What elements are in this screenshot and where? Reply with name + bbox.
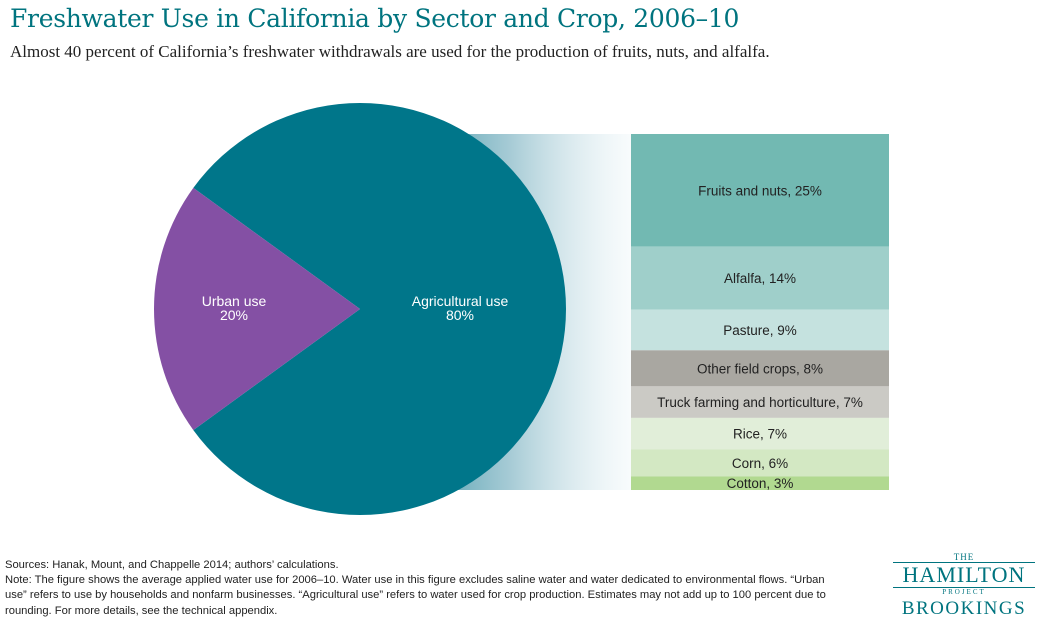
bar-segment-4 <box>631 386 889 418</box>
logo-hamilton-text: HAMILTON <box>893 562 1035 588</box>
pie-value-agricultural: 80% <box>446 307 474 323</box>
pie-label-urban: Urban use <box>202 293 267 309</box>
chart-title: Freshwater Use in California by Sector a… <box>10 4 740 33</box>
bar-segment-6 <box>631 449 889 477</box>
bar-segment-5 <box>631 417 889 450</box>
bar-segment-2 <box>631 309 889 351</box>
bar-label-3: Other field crops, 8% <box>697 361 823 376</box>
sources-note: Sources: Hanak, Mount, and Chappelle 201… <box>5 559 339 571</box>
pie-label-agricultural: Agricultural use <box>412 293 509 309</box>
pie-slice-agricultural <box>193 102 566 515</box>
bar-label-4: Truck farming and horticulture, 7% <box>657 395 863 410</box>
bar-segment-7 <box>631 476 889 490</box>
bar-label-5: Rice, 7% <box>733 427 787 442</box>
bar-label-0: Fruits and nuts, 25% <box>698 183 822 198</box>
logo-brookings-text: BROOKINGS <box>901 598 1027 619</box>
bar-label-6: Corn, 6% <box>732 456 788 471</box>
bar-segment-3 <box>631 350 889 387</box>
method-note: Note: The figure shows the average appli… <box>5 574 826 617</box>
bar-label-1: Alfalfa, 14% <box>724 271 796 286</box>
chart-subtitle: Almost 40 percent of California’s freshw… <box>10 42 770 61</box>
pie-value-urban: 20% <box>220 307 248 323</box>
logo-project-text: PROJECT <box>942 588 986 596</box>
bar-label-7: Cotton, 3% <box>727 476 794 491</box>
hamilton-brookings-logo: THE HAMILTON PROJECT BROOKINGS <box>893 552 1035 620</box>
logo-the-text: THE <box>953 552 975 562</box>
bar-segment-1 <box>631 246 889 310</box>
bar-segment-0 <box>631 134 889 247</box>
footnotes: Sources: Hanak, Mount, and Chappelle 201… <box>5 558 835 619</box>
pie-slice-urban <box>154 187 360 431</box>
bar-label-2: Pasture, 9% <box>723 323 797 338</box>
